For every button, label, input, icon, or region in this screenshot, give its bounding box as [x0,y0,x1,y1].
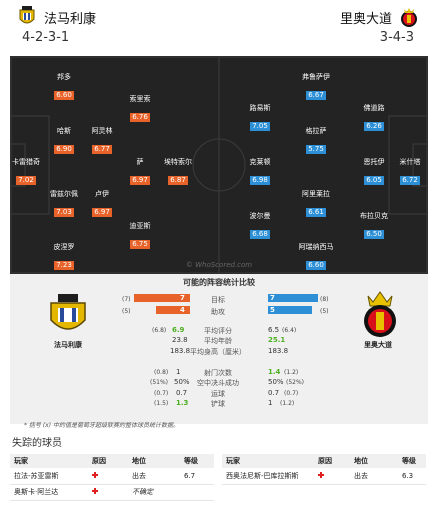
away-assists-bar [268,306,312,314]
away-formation: 3-4-3 [379,30,414,45]
comparison-title: 可能的阵容统计比较 [183,278,255,287]
away-player[interactable]: 格拉萨 5.75 [305,127,327,154]
home-player[interactable]: 卡雷猎奇 7.02 [12,158,40,185]
teams-header: 法马利康 里奥大道 4-2-3-1 3-4-3 [0,0,432,54]
away-player[interactable]: 克莱顿 6.98 [249,158,271,185]
home-player[interactable]: 迪亚斯 6.75 [129,222,151,249]
home-logo-icon [50,294,86,330]
table-row[interactable]: 西奥法尼斯-巴库拉斯斯 出去 6.3 [222,468,426,485]
away-player[interactable]: 佛道路 6.26 [363,104,385,131]
home-player[interactable]: 卢伊 6.97 [92,190,112,217]
home-assists-bar [156,306,190,314]
watermark: © WhoScored.com [185,261,253,269]
away-player[interactable]: 阿里莱拉 6.61 [302,190,330,217]
home-player[interactable]: 阿灵林 6.77 [91,127,113,154]
home-player[interactable]: 皮涅罗 7.23 [53,243,75,270]
away-player[interactable]: 布拉贝克 6.50 [360,212,388,239]
home-player[interactable]: 索里索 6.76 [129,95,151,122]
away-player[interactable]: 波尔曼 6.68 [249,212,271,239]
away-team[interactable]: 里奥大道 [340,6,418,28]
injury-icon [92,488,98,494]
away-player[interactable]: 弗鲁萨伊 6.67 [302,73,330,100]
away-label: 里奥大道 [364,341,392,349]
footnote: * 括号 (x) 中的值是葡萄牙超级联赛的整体球员统计数据。 [24,422,179,429]
injury-icon [318,471,324,478]
missing-table-home: 玩家 原因 地位 等级 拉法-苏亚雷斯 出去 6.7 奥斯卡·阿兰达 不确定 [10,454,214,501]
home-player[interactable]: 雷兹尔佩 7.03 [50,190,78,217]
injury-icon [92,471,98,478]
home-player[interactable]: 哈斯 6.90 [54,127,74,154]
home-team[interactable]: 法马利康 [18,6,96,28]
home-goals-bar [134,294,190,302]
table-row[interactable]: 拉法-苏亚雷斯 出去 6.7 [10,468,214,485]
table-row[interactable]: 奥斯卡·阿兰达 不确定 [10,484,214,501]
table-header: 玩家 原因 地位 等级 [10,454,214,468]
home-label: 法马利康 [54,341,82,349]
home-player[interactable]: 邦多 6.60 [54,73,74,100]
lineup-comparison: 可能的阵容统计比较 法马利康 里奥大道 (7) 7 目标 7 (8) (5) [10,274,428,429]
missing-table-away: 玩家 原因 地位 等级 西奥法尼斯-巴库拉斯斯 出去 6.3 [222,454,426,485]
away-player[interactable]: 恩托伊 6.05 [363,158,385,185]
away-team-name: 里奥大道 [339,11,392,27]
away-crest-icon [401,8,417,27]
home-team-name: 法马利康 [44,11,97,27]
away-player[interactable]: 阿瑞纳西马 6.60 [298,243,334,270]
away-player[interactable]: 米什塔 6.72 [399,158,421,185]
away-player[interactable]: 路易斯 7.05 [249,104,271,131]
away-goals-bar [268,294,318,302]
pitch-lines [10,56,428,274]
home-player[interactable]: 埃特索尔 6.87 [164,158,192,185]
home-player[interactable]: 萨 6.97 [130,158,150,185]
missing-players-title: 失踪的球员 [12,438,62,449]
home-crest-icon [19,6,35,24]
away-logo-icon [364,291,396,337]
lineup-pitch: 邦多 6.60 索里索 6.76 哈斯 6.90 阿灵林 6.77 卡雷猎奇 7.02 萨… [10,56,428,274]
table-header: 玩家 原因 地位 等级 [222,454,426,468]
home-formation: 4-2-3-1 [22,30,70,45]
